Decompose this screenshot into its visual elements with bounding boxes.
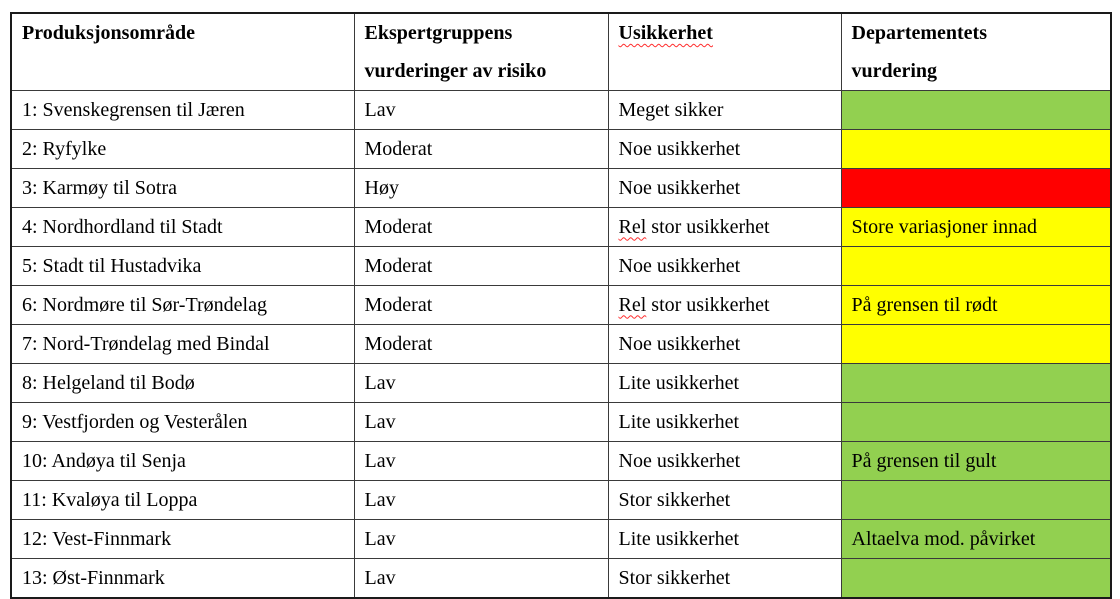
table-row: 13: Øst-Finnmark Lav Stor sikkerhet — [10, 558, 1112, 599]
production-area-cell: 2: Ryfylke — [10, 129, 355, 169]
table-row: 9: Vestfjorden og Vesterålen Lav Lite usik… — [10, 402, 1112, 442]
table-header: Produksjonsområde Ekspertgruppens vurderi… — [10, 12, 1112, 91]
department-assessment-cell — [840, 90, 1112, 130]
risk-level-cell: Moderat — [353, 207, 609, 247]
uncertainty-cell: Stor sikkerhet — [607, 558, 842, 599]
table-row: 8: Helgeland til Bodø Lav Lite usikkerhet — [10, 363, 1112, 403]
department-assessment-cell: På grensen til rødt — [840, 285, 1112, 325]
risk-level-cell: Moderat — [353, 324, 609, 364]
risk-level-cell: Lav — [353, 402, 609, 442]
uncertainty-cell: Lite usikkerhet — [607, 402, 842, 442]
production-area-cell: 7: Nord-Trøndelag med Bindal — [10, 324, 355, 364]
table-row: 11: Kvaløya til Loppa Lav Stor sikkerhet — [10, 480, 1112, 520]
uncertainty-cell: Noe usikkerhet — [607, 129, 842, 169]
production-area-cell: 9: Vestfjorden og Vesterålen — [10, 402, 355, 442]
department-assessment-cell: På grensen til gult — [840, 441, 1112, 481]
uncertainty-cell: Meget sikker — [607, 90, 842, 130]
production-area-cell: 6: Nordmøre til Sør-Trøndelag — [10, 285, 355, 325]
production-area-cell: 10: Andøya til Senja — [10, 441, 355, 481]
production-area-cell: 12: Vest-Finnmark — [10, 519, 355, 559]
production-area-cell: 4: Nordhordland til Stadt — [10, 207, 355, 247]
department-assessment-cell — [840, 168, 1112, 208]
table-body: 1: Svenskegrensen til Jæren Lav Meget sikk… — [10, 90, 1112, 599]
uncertainty-cell: Lite usikkerhet — [607, 519, 842, 559]
production-area-cell: 1: Svenskegrensen til Jæren — [10, 90, 355, 130]
department-assessment-cell — [840, 480, 1112, 520]
table-row: 10: Andøya til Senja Lav Noe usikkerhet På … — [10, 441, 1112, 481]
department-assessment-cell — [840, 129, 1112, 169]
department-assessment-cell: Altaelva mod. påvirket — [840, 519, 1112, 559]
table-row: 6: Nordmøre til Sør-Trøndelag Moderat Rel … — [10, 285, 1112, 325]
uncertainty-cell: Noe usikkerhet — [607, 246, 842, 286]
production-area-cell: 13: Øst-Finnmark — [10, 558, 355, 599]
misspelled-word: Rel — [618, 215, 647, 238]
table-row: 4: Nordhordland til Stadt Moderat Rel stor… — [10, 207, 1112, 247]
column-header-ekspertgruppens-vurderinger: Ekspertgruppens vurderinger av risiko — [353, 12, 609, 91]
column-header-departementets-vurdering: Departementets vurdering — [840, 12, 1112, 91]
table-row: 7: Nord-Trøndelag med Bindal Moderat Noe u… — [10, 324, 1112, 364]
uncertainty-cell: Noe usikkerhet — [607, 168, 842, 208]
department-assessment-cell — [840, 246, 1112, 286]
risk-level-cell: Moderat — [353, 129, 609, 169]
table-row: 3: Karmøy til Sotra Høy Noe usikkerhet — [10, 168, 1112, 208]
risk-level-cell: Lav — [353, 558, 609, 599]
risk-level-cell: Lav — [353, 441, 609, 481]
risk-level-cell: Moderat — [353, 246, 609, 286]
column-header-label-misspelled: Usikkerhet — [618, 22, 713, 44]
department-assessment-cell: Store variasjoner innad — [840, 207, 1112, 247]
production-area-cell: 3: Karmøy til Sotra — [10, 168, 355, 208]
uncertainty-cell: Rel stor usikkerhet — [607, 285, 842, 325]
uncertainty-cell: Noe usikkerhet — [607, 324, 842, 364]
risk-level-cell: Lav — [353, 480, 609, 520]
column-header-usikkerhet: Usikkerhet — [607, 12, 842, 91]
table-row: 1: Svenskegrensen til Jæren Lav Meget sikk… — [10, 90, 1112, 130]
department-assessment-cell — [840, 402, 1112, 442]
risk-level-cell: Lav — [353, 90, 609, 130]
risk-level-cell: Lav — [353, 363, 609, 403]
production-area-cell: 11: Kvaløya til Loppa — [10, 480, 355, 520]
uncertainty-cell: Lite usikkerhet — [607, 363, 842, 403]
uncertainty-cell: Noe usikkerhet — [607, 441, 842, 481]
risk-level-cell: Høy — [353, 168, 609, 208]
table-row: 5: Stadt til Hustadvika Moderat Noe usikke… — [10, 246, 1112, 286]
column-header-produksjonsomrade: Produksjonsområde — [10, 12, 355, 91]
misspelled-word: Rel — [618, 293, 647, 316]
production-area-cell: 5: Stadt til Hustadvika — [10, 246, 355, 286]
department-assessment-cell — [840, 558, 1112, 599]
table-row: 2: Ryfylke Moderat Noe usikkerhet — [10, 129, 1112, 169]
uncertainty-cell: Stor sikkerhet — [607, 480, 842, 520]
table-header-row: Produksjonsområde Ekspertgruppens vurderi… — [10, 12, 1112, 91]
production-area-cell: 8: Helgeland til Bodø — [10, 363, 355, 403]
uncertainty-cell: Rel stor usikkerhet — [607, 207, 842, 247]
risk-level-cell: Lav — [353, 519, 609, 559]
risk-assessment-table: Produksjonsområde Ekspertgruppens vurderi… — [10, 12, 1112, 599]
department-assessment-cell — [840, 363, 1112, 403]
department-assessment-cell — [840, 324, 1112, 364]
risk-level-cell: Moderat — [353, 285, 609, 325]
table-row: 12: Vest-Finnmark Lav Lite usikkerhet Altae… — [10, 519, 1112, 559]
